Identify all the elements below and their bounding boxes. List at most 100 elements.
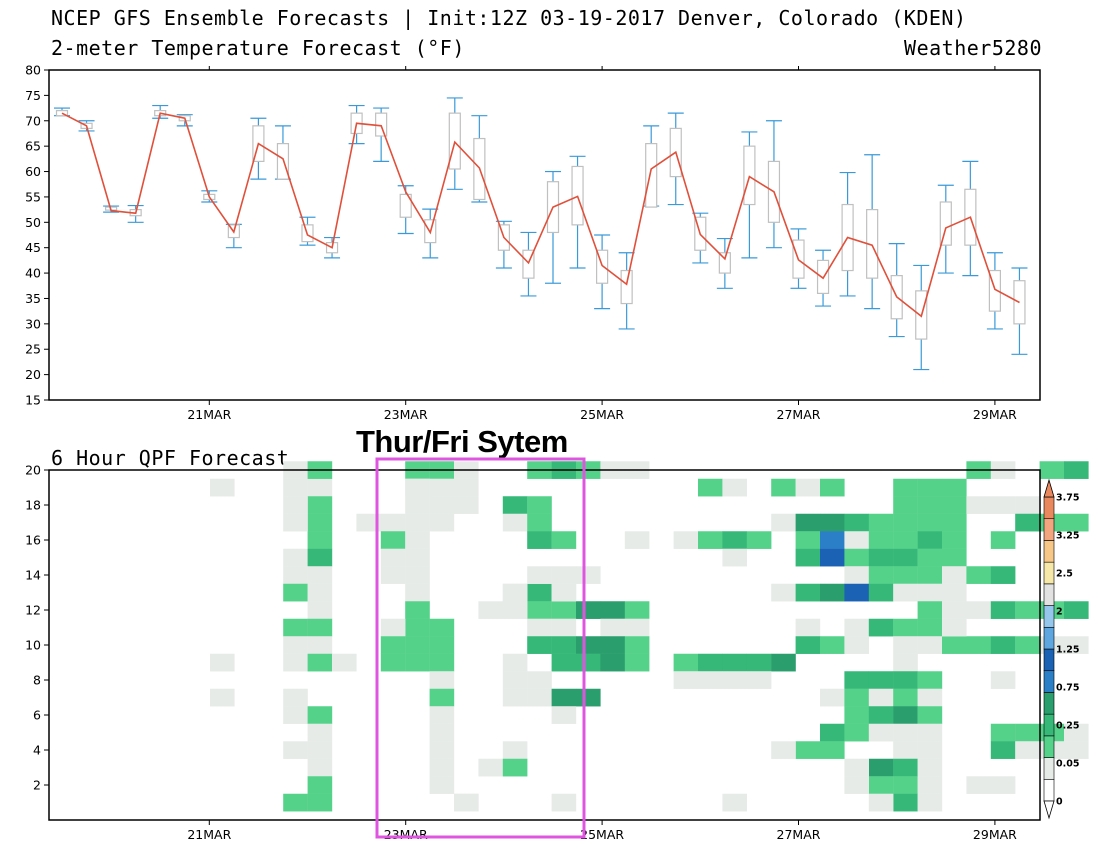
qpf-cell	[746, 531, 772, 549]
qpf-cell	[844, 531, 869, 549]
qpf-cell	[868, 671, 894, 689]
qpf-cell	[722, 531, 747, 549]
qpf-cell	[868, 758, 894, 777]
qpf-cell	[576, 566, 601, 584]
qpf-cell	[868, 688, 894, 707]
colorbar-segment	[1043, 518, 1055, 541]
qpf-cell	[283, 496, 308, 514]
qpf-cell	[820, 688, 845, 707]
qpf-cell	[283, 583, 308, 602]
qpf-cell	[527, 531, 552, 549]
temperature-chart-title: 2-meter Temperature Forecast (°F)	[51, 36, 465, 60]
qpf-cell	[917, 583, 943, 602]
qpf-cell	[307, 566, 333, 584]
qpf-cell	[283, 741, 308, 759]
colorbar-segment	[1043, 692, 1055, 715]
qpf-cell	[820, 531, 845, 549]
qpf-cell	[893, 478, 918, 497]
qpf-cell	[307, 531, 333, 549]
qpf-cell	[283, 618, 308, 637]
qpf-cell	[868, 513, 894, 532]
qpf-cell	[405, 548, 430, 567]
qpf-cell	[917, 478, 943, 497]
y-tick-label: 20	[25, 463, 41, 478]
x-tick-label: 27MAR	[777, 827, 821, 842]
x-tick-label: 29MAR	[973, 407, 1017, 422]
qpf-cell	[795, 513, 821, 532]
box-whisker	[520, 231, 537, 297]
x-tick-label: 23MAR	[384, 407, 428, 422]
qpf-cell	[478, 601, 503, 619]
qpf-cell	[820, 513, 845, 532]
y-tick-label: 60	[25, 164, 41, 179]
x-tick-label: 21MAR	[187, 827, 231, 842]
qpf-cell	[917, 793, 943, 812]
qpf-cells	[210, 461, 1089, 812]
qpf-cell	[429, 636, 455, 654]
qpf-cell	[771, 741, 796, 759]
brand-label: Weather5280	[904, 36, 1042, 60]
qpf-cell	[917, 531, 943, 549]
qpf-cell	[990, 566, 1016, 584]
qpf-cell	[454, 793, 479, 812]
qpf-cell	[307, 478, 333, 497]
qpf-cell	[576, 653, 601, 672]
qpf-cell	[576, 636, 601, 654]
x-tick-label: 27MAR	[777, 407, 821, 422]
qpf-cell	[966, 566, 991, 584]
colorbar-segment	[1043, 561, 1055, 585]
qpf-cell	[966, 601, 991, 619]
qpf-cell	[893, 548, 918, 567]
qpf-cell	[283, 793, 308, 812]
qpf-cell	[844, 776, 869, 794]
qpf-cell	[893, 723, 918, 742]
qpf-cell	[795, 636, 821, 654]
qpf-cell	[722, 478, 747, 497]
qpf-cell	[1015, 513, 1040, 532]
qpf-cell	[795, 741, 821, 759]
qpf-cell	[893, 653, 918, 672]
y-tick-label: 20	[25, 367, 41, 382]
qpf-cell	[502, 496, 528, 514]
qpf-cell	[893, 688, 918, 707]
chart-title: NCEP GFS Ensemble Forecasts | Init:12Z 0…	[51, 6, 967, 30]
qpf-cell	[820, 636, 845, 654]
qpf-cell	[844, 548, 869, 567]
qpf-cell	[893, 741, 918, 759]
quartile-box	[375, 112, 388, 137]
qpf-cell	[917, 723, 943, 742]
y-tick-label: 40	[25, 266, 41, 281]
qpf-cell	[990, 601, 1016, 619]
box-whisker	[594, 234, 611, 310]
box-whisker	[495, 220, 512, 269]
qpf-cell	[502, 653, 528, 672]
qpf-cell	[795, 531, 821, 549]
qpf-cell	[868, 583, 894, 602]
box-whisker	[741, 131, 758, 259]
x-tick-label: 21MAR	[187, 407, 231, 422]
quartile-box	[595, 249, 609, 284]
box-whisker	[373, 107, 390, 162]
qpf-cell	[624, 636, 650, 654]
colorbar-label: 0.75	[1056, 683, 1079, 694]
qpf-cell	[429, 688, 455, 707]
qpf-cell	[405, 636, 430, 654]
qpf-cell	[673, 671, 699, 689]
qpf-cell	[917, 548, 943, 567]
qpf-cell	[893, 496, 918, 514]
qpf-cell	[551, 706, 577, 724]
qpf-cell	[893, 706, 918, 724]
colorbar-segment	[1043, 626, 1055, 650]
qpf-cell	[820, 478, 845, 497]
y-tick-label: 50	[25, 215, 41, 230]
colorbar-label: 2.5	[1056, 569, 1073, 580]
qpf-cell	[917, 618, 943, 637]
qpf-cell	[307, 513, 333, 532]
qpf-cell	[283, 548, 308, 567]
qpf-cell	[820, 741, 845, 759]
qpf-cell	[868, 776, 894, 794]
qpf-cell	[844, 618, 869, 637]
colorbar-segment	[1043, 583, 1055, 606]
quartile-box	[743, 145, 756, 206]
qpf-cell	[380, 653, 406, 672]
